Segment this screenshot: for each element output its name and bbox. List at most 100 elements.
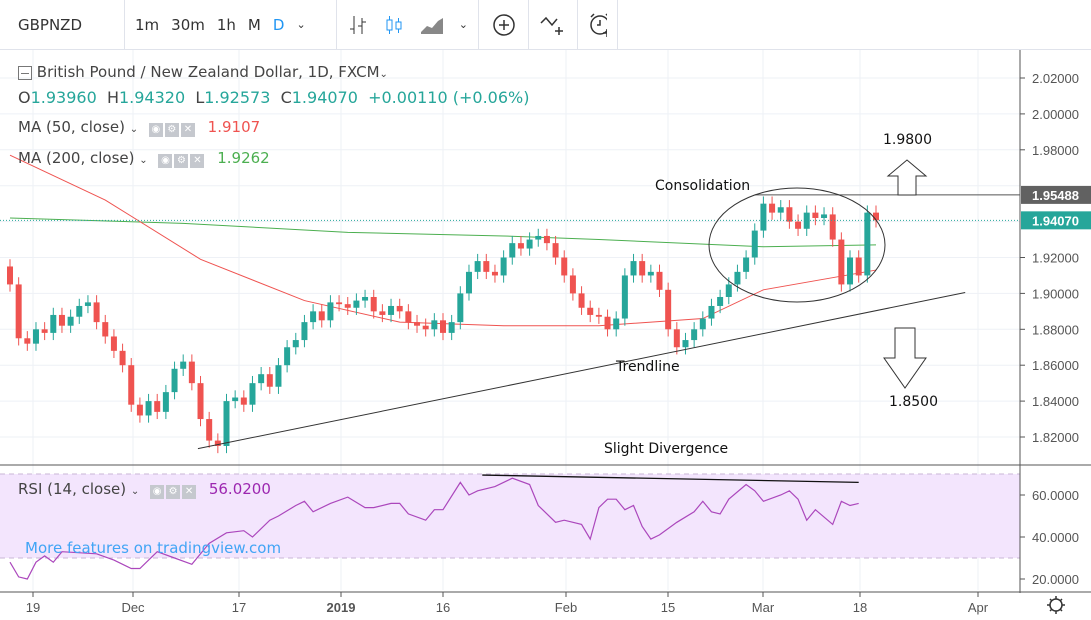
candle: [656, 271, 663, 290]
candle: [422, 325, 429, 330]
candle: [197, 383, 204, 420]
candle: [864, 212, 871, 276]
candle: [474, 261, 481, 272]
candle: [154, 401, 161, 412]
watermark-link[interactable]: More features on tradingview.com: [25, 539, 282, 557]
candle: [232, 397, 239, 402]
candle: [405, 311, 412, 323]
interval-30m[interactable]: 30m: [171, 15, 205, 34]
candle: [448, 322, 455, 333]
ma200-legend: MA (200, close) ⌄ ◉ ⚙ ✕ 1.9262: [18, 149, 270, 168]
gear-icon[interactable]: ⚙: [164, 123, 179, 137]
collapse-icon[interactable]: [18, 65, 32, 80]
candle: [795, 221, 802, 229]
candle: [284, 347, 291, 366]
candle: [67, 316, 74, 326]
compare-add-button[interactable]: [479, 0, 529, 50]
change-value: +0.00110 (+0.06%): [368, 88, 530, 107]
candle: [180, 361, 187, 369]
candle: [829, 214, 836, 240]
interval-1m[interactable]: 1m: [135, 15, 160, 34]
time-tick-label: 19: [26, 600, 40, 615]
candle: [708, 305, 715, 319]
price-tick-label: 1.82000: [1032, 430, 1079, 445]
candle: [847, 257, 854, 285]
trendline: [197, 292, 966, 450]
close-icon[interactable]: ✕: [182, 485, 197, 499]
interval-m[interactable]: M: [247, 15, 261, 34]
candle: [310, 311, 317, 323]
candle: [500, 257, 507, 276]
time-axis: [0, 593, 1091, 620]
gear-icon[interactable]: ⚙: [174, 154, 189, 168]
settings-gear-icon[interactable]: [1047, 596, 1065, 614]
time-tick-label: Dec: [121, 600, 145, 615]
ma200-value: 1.9262: [217, 149, 270, 167]
symbol-search[interactable]: GBPNZD: [0, 0, 125, 50]
candle: [136, 404, 143, 416]
chevron-down-icon[interactable]: ⌄: [139, 155, 148, 166]
candle: [145, 401, 152, 416]
candle: [777, 207, 784, 213]
price-label-box: [1021, 185, 1091, 204]
price-tick-label: 1.86000: [1032, 358, 1079, 373]
candle: [24, 338, 31, 344]
close-icon[interactable]: ✕: [190, 154, 205, 168]
close-icon[interactable]: ✕: [180, 123, 195, 137]
interval-1h[interactable]: 1h: [216, 15, 236, 34]
chevron-down-icon[interactable]: ⌄: [129, 124, 139, 135]
open-label: O: [18, 88, 31, 107]
chevron-down-icon[interactable]: ⌄: [379, 69, 388, 80]
indicator-add-button[interactable]: [529, 0, 578, 50]
visibility-icon[interactable]: ◉: [150, 485, 165, 499]
alert-add-icon[interactable]: [588, 12, 607, 38]
arrow-up-icon: [886, 159, 928, 196]
candle: [821, 214, 828, 219]
candle: [561, 257, 568, 276]
price-tick-label: 2.02000: [1032, 71, 1079, 86]
rsi-label: RSI (14, close): [18, 480, 127, 498]
candle: [15, 284, 22, 339]
candle: [353, 300, 360, 308]
candle: [327, 302, 334, 321]
candle: [803, 212, 810, 229]
gear-icon[interactable]: ⚙: [166, 485, 181, 499]
candle: [595, 314, 602, 317]
chevron-down-icon[interactable]: ⌄: [130, 486, 140, 497]
price-tick-label: 1.88000: [1032, 322, 1079, 337]
time-tick-label: 2019: [327, 600, 356, 615]
compare-add-icon[interactable]: [492, 13, 516, 37]
rsi-legend: RSI (14, close) ⌄ ◉ ⚙ ✕ 56.0200: [18, 480, 271, 499]
candle: [50, 314, 57, 333]
interval-d[interactable]: D: [272, 15, 285, 34]
candle: [691, 329, 698, 341]
indicator-add-icon[interactable]: [539, 13, 567, 37]
consolidation-ellipse: [708, 187, 886, 303]
chart-canvas[interactable]: 2.02000 2.00000 1.98000 1.92000 1.90000 1.880…: [0, 50, 1091, 620]
rsi-line: [9, 477, 859, 580]
candle: [509, 243, 516, 258]
alert-add-button[interactable]: [578, 0, 618, 50]
candle: [249, 383, 256, 405]
bars-icon[interactable]: [347, 14, 367, 36]
candle: [604, 316, 611, 330]
price-tick-label: 2.00000: [1032, 107, 1079, 122]
target-down-label: 1.8500: [889, 394, 938, 410]
candles-icon[interactable]: [383, 14, 403, 36]
chevron-down-icon[interactable]: ⌄: [458, 18, 468, 31]
symbol-label[interactable]: GBPNZD: [18, 15, 83, 34]
chevron-down-icon[interactable]: ⌄: [296, 18, 306, 31]
candle: [275, 365, 282, 387]
time-tick-label: Mar: [752, 600, 775, 615]
candle: [873, 212, 879, 221]
visibility-icon[interactable]: ◉: [148, 123, 163, 137]
ma50-legend: MA (50, close) ⌄ ◉ ⚙ ✕ 1.9107: [18, 118, 260, 137]
candle: [812, 212, 819, 219]
candle: [58, 314, 65, 326]
rsi-tick-label: 20.0000: [1032, 572, 1079, 587]
divergence-line: [482, 474, 859, 484]
area-chart-icon[interactable]: [419, 14, 443, 36]
candle: [647, 271, 654, 276]
candle: [630, 261, 637, 276]
visibility-icon[interactable]: ◉: [158, 154, 173, 168]
